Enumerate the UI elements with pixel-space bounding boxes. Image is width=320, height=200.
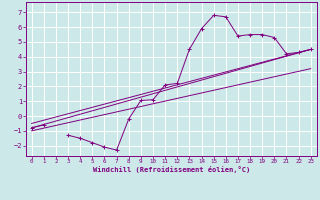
X-axis label: Windchill (Refroidissement éolien,°C): Windchill (Refroidissement éolien,°C) [92,166,250,173]
